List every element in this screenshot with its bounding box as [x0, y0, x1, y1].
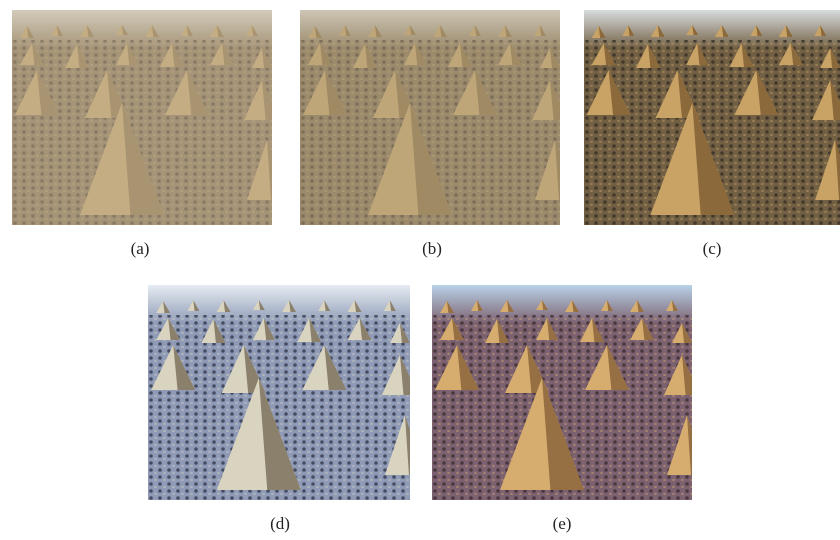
figure: (a) (b) (c) (d) (e) [0, 0, 840, 540]
figure-image [432, 285, 707, 500]
panel-caption: (c) [703, 239, 722, 258]
figure-image [584, 10, 840, 225]
haze [584, 10, 840, 225]
panel-caption: (d) [270, 514, 290, 533]
panel-caption: (a) [131, 239, 150, 258]
panel-caption: (e) [553, 514, 572, 533]
figure-image [148, 285, 425, 500]
panel-caption: (b) [422, 239, 442, 258]
figure-image [12, 10, 287, 225]
figure-image [300, 10, 575, 225]
page: (a)(b)(c)(d)(e) (() => { const data = JS… [0, 0, 840, 540]
haze [300, 10, 560, 225]
haze [12, 10, 272, 225]
